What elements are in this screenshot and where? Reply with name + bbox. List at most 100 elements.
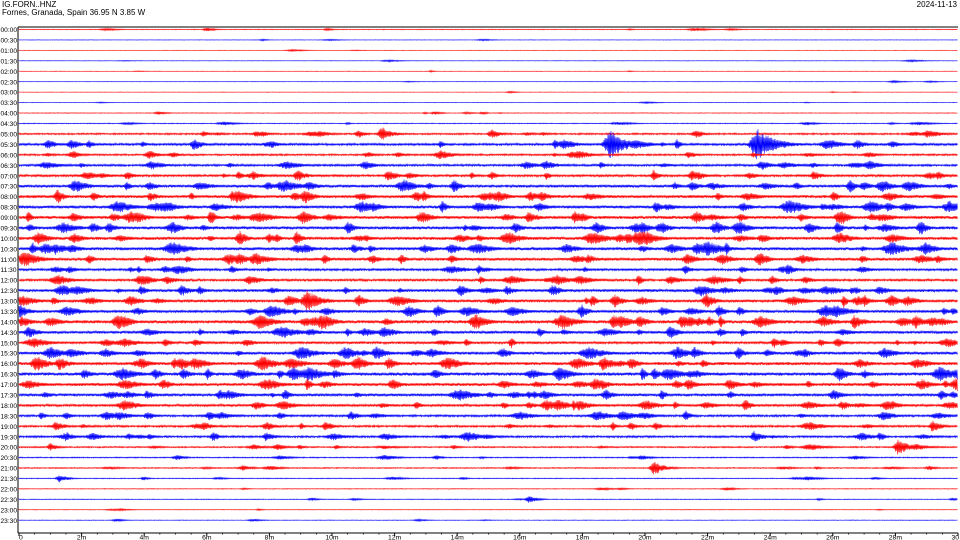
row-label: 20:00 [1, 445, 18, 452]
trace-row [18, 200, 958, 214]
trace-row [18, 285, 958, 297]
row-label: 17:30 [1, 393, 18, 400]
header: IG.FORN..HNZ Fornes, Granada, Spain 36.9… [0, 0, 960, 26]
x-tick-label: 2m [77, 535, 87, 540]
row-label: 19:00 [1, 424, 18, 431]
row-label: 19:30 [1, 434, 18, 441]
row-label: 04:00 [1, 111, 18, 118]
row-label: 01:30 [1, 58, 18, 65]
row-label: 21:00 [1, 466, 18, 473]
trace-row [18, 486, 958, 491]
station-location: Fornes, Granada, Spain 36.95 N 3.85 W [2, 8, 146, 17]
row-label: 15:00 [1, 340, 18, 347]
trace-row [18, 69, 958, 74]
trace-row [18, 304, 958, 318]
row-label: 02:00 [1, 69, 18, 76]
row-label: 10:30 [1, 246, 18, 253]
row-label: 22:30 [1, 497, 18, 504]
row-label: 23:00 [1, 507, 18, 514]
row-label: 11:30 [1, 267, 17, 274]
trace-row [18, 338, 958, 349]
trace-row [18, 326, 958, 339]
row-label: 05:30 [1, 142, 18, 149]
row-label: 06:30 [1, 163, 18, 170]
row-label: 08:30 [1, 205, 18, 212]
trace-row [18, 127, 958, 140]
trace-row [18, 189, 958, 204]
row-label: 09:30 [1, 225, 18, 232]
row-label: 12:30 [1, 288, 18, 295]
trace-row [18, 221, 958, 235]
record-date: 2024-11-13 [916, 0, 957, 9]
trace-row [18, 461, 958, 475]
row-label: 03:00 [1, 90, 18, 97]
x-tick-label: 0 [19, 535, 23, 540]
trace-row [18, 90, 958, 94]
row-label: 00:30 [1, 38, 18, 45]
trace-row [18, 420, 958, 432]
trace-row [18, 160, 958, 170]
trace-row [18, 27, 958, 32]
row-label: 04:30 [1, 121, 18, 128]
row-label: 23:30 [1, 518, 18, 525]
trace-row [18, 38, 958, 42]
row-label: 06:00 [1, 152, 18, 159]
row-label: 20:30 [1, 455, 18, 462]
row-label: 03:30 [1, 100, 18, 107]
row-label: 16:00 [1, 361, 18, 368]
trace-row [18, 274, 958, 286]
trace-row [18, 439, 958, 455]
trace-row [18, 241, 958, 256]
x-tick-label: 8m [265, 535, 275, 540]
trace-row [18, 518, 958, 523]
trace-row [18, 410, 958, 421]
x-tick-label: 18m [576, 535, 590, 540]
row-label: 08:00 [1, 194, 18, 201]
row-label: 11:00 [1, 257, 17, 264]
row-label: 05:00 [1, 132, 18, 139]
trace-row [18, 366, 958, 382]
trace-row [18, 129, 958, 160]
trace-row [18, 389, 958, 401]
trace-row [18, 377, 958, 392]
trace-row [18, 454, 958, 461]
x-tick-label: 12m [388, 535, 402, 540]
trace-row [18, 264, 958, 275]
row-label: 17:00 [1, 382, 18, 389]
row-label: 07:00 [1, 173, 18, 180]
row-label: 02:30 [1, 79, 18, 86]
trace-row [18, 314, 958, 330]
trace-row [18, 496, 958, 503]
trace-row [18, 169, 958, 181]
trace-row [18, 356, 958, 371]
row-label: 18:30 [1, 413, 18, 420]
x-tick-label: 26m [826, 535, 840, 540]
row-label: 13:00 [1, 299, 18, 306]
row-label: 07:30 [1, 184, 18, 191]
trace-row [18, 48, 958, 53]
trace-row [18, 179, 958, 193]
x-tick-label: 6m [202, 535, 212, 540]
x-tick-label: 28m [889, 535, 903, 540]
time-axis: 0 2m 4m 6m 8m 10m 12m 14m 16m 18m 20m 22m 24m 26m 28m 3… [18, 533, 959, 540]
trace-row [18, 121, 958, 126]
x-tick-label: 16m [513, 535, 527, 540]
trace-row [18, 399, 958, 411]
trace-row [18, 79, 958, 84]
trace-row [18, 230, 958, 246]
row-label: 14:00 [1, 319, 18, 326]
row-label: 16:30 [1, 372, 18, 379]
x-tick-label: 14m [451, 535, 465, 540]
row-label: 14:30 [1, 330, 18, 337]
row-label: 15:30 [1, 351, 18, 358]
row-label: 13:30 [1, 309, 18, 316]
trace-row [18, 507, 958, 512]
row-label: 18:00 [1, 403, 18, 410]
trace-row [18, 252, 958, 267]
x-tick-label: 24m [764, 535, 778, 540]
trace-row [18, 58, 958, 63]
x-tick-label: 22m [701, 535, 715, 540]
trace-row [18, 290, 958, 311]
row-label: 09:00 [1, 215, 18, 222]
